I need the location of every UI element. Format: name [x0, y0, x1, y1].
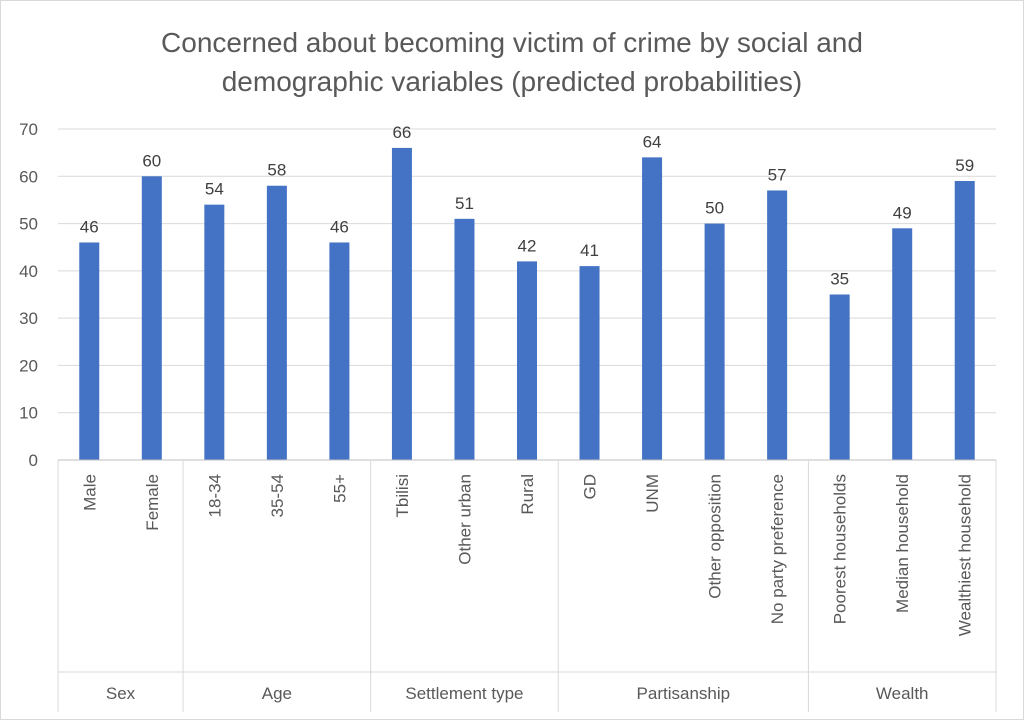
- category-label: 35-54: [268, 474, 287, 517]
- y-tick-label: 10: [19, 404, 38, 423]
- category-label: Other opposition: [706, 474, 725, 599]
- data-label: 42: [518, 236, 537, 255]
- bar: [642, 157, 663, 460]
- data-label: 60: [142, 151, 161, 170]
- data-labels: 46 60 54 58 46 66 51 42 41 64 50 57 35 49 59: [80, 123, 974, 289]
- bar: [579, 266, 600, 460]
- group-label: Partisanship: [637, 684, 731, 703]
- data-label: 57: [768, 165, 787, 184]
- data-label: 66: [392, 123, 411, 142]
- data-label: 64: [643, 132, 662, 151]
- bar: [517, 261, 537, 460]
- y-tick-label: 70: [19, 120, 38, 139]
- group-label: Age: [262, 684, 292, 703]
- data-label: 51: [455, 194, 474, 213]
- y-tick-label: 0: [29, 451, 38, 470]
- bar: [329, 242, 350, 460]
- bar: [892, 228, 913, 460]
- bars: [79, 147, 975, 461]
- data-label: 59: [955, 156, 974, 175]
- category-label: 18-34: [205, 474, 224, 517]
- y-tick-label: 20: [19, 356, 38, 375]
- bar: [454, 218, 475, 460]
- group-label: Settlement type: [405, 684, 523, 703]
- data-label: 54: [205, 180, 224, 199]
- bar: [266, 185, 287, 460]
- y-tick-label: 60: [19, 167, 38, 186]
- bar: [704, 223, 725, 460]
- category-label: Rural: [518, 474, 537, 515]
- x-axis: Male Female 18-34 35-54 55+ Tbilisi Other urba…: [57, 459, 997, 712]
- data-label: 46: [330, 217, 349, 236]
- bar: [204, 204, 225, 460]
- y-tick-label: 50: [19, 215, 38, 234]
- data-label: 49: [893, 203, 912, 222]
- data-label: 58: [267, 161, 286, 180]
- category-label: Wealthiest household: [956, 474, 975, 636]
- category-label: Poorest households: [831, 474, 850, 624]
- chart-title-line-2: demographic variables (predicted probabi…: [222, 66, 803, 97]
- category-label: Male: [80, 474, 99, 511]
- bar: [391, 147, 412, 460]
- bar: [829, 294, 850, 460]
- bar: [79, 242, 100, 460]
- data-label: 35: [830, 270, 849, 289]
- bar: [954, 181, 975, 460]
- group-label: Wealth: [876, 684, 929, 703]
- category-label: 55+: [330, 474, 349, 503]
- data-label: 41: [580, 241, 599, 260]
- y-tick-label: 40: [19, 262, 38, 281]
- category-label: GD: [581, 474, 600, 500]
- data-label: 50: [705, 199, 724, 218]
- bar: [141, 176, 162, 461]
- category-label: No party preference: [768, 474, 787, 624]
- category-label: UNM: [643, 474, 662, 513]
- category-label: Other urban: [455, 474, 474, 565]
- group-label: Sex: [106, 684, 136, 703]
- chart-title-line-1: Concerned about becoming victim of crime…: [161, 27, 863, 58]
- category-label: Tbilisi: [393, 474, 412, 517]
- bar: [767, 190, 788, 460]
- y-axis-ticks: 0 10 20 30 40 50 60 70: [19, 120, 38, 470]
- data-label: 46: [80, 217, 99, 236]
- y-tick-label: 30: [19, 309, 38, 328]
- category-label: Median household: [893, 474, 912, 613]
- category-label: Female: [143, 474, 162, 531]
